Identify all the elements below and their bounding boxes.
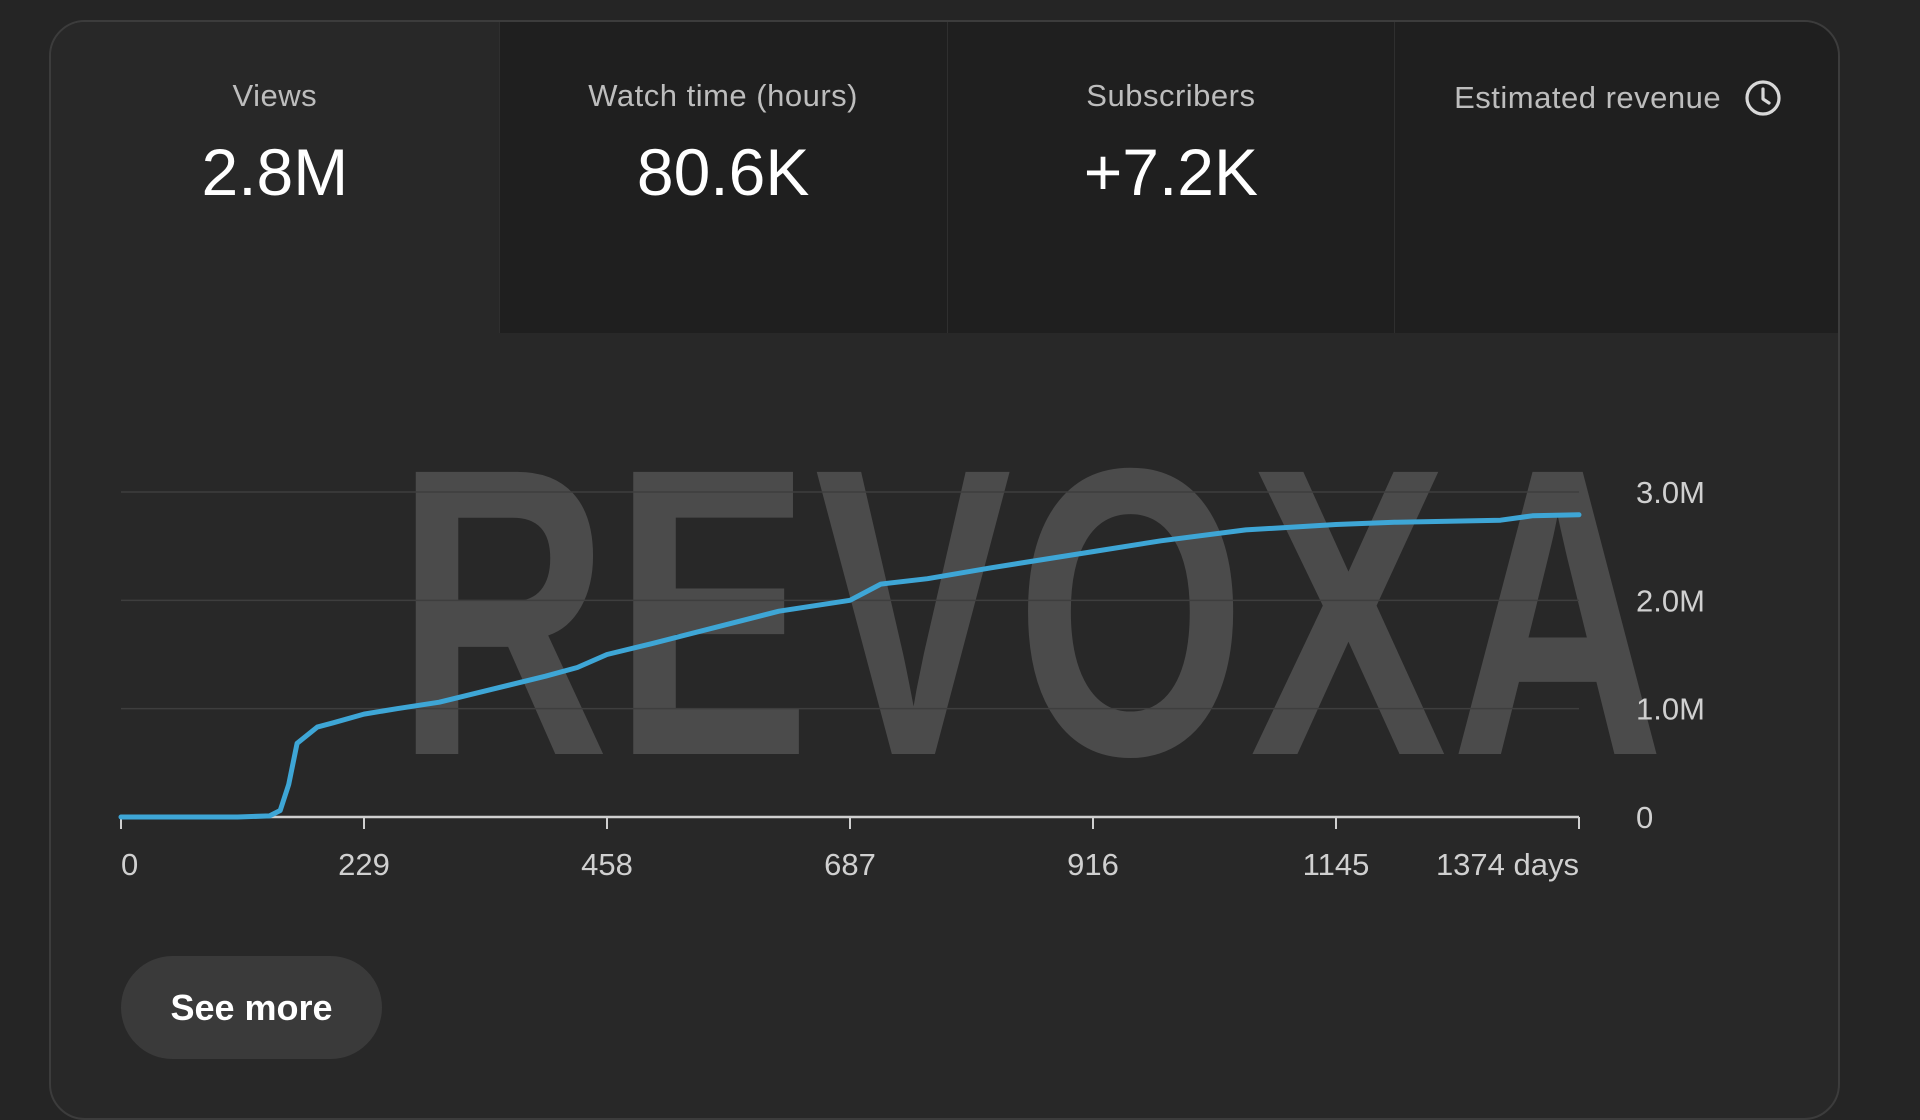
x-tick-label: 1145 xyxy=(1303,847,1370,882)
analytics-panel: Views 2.8M Watch time (hours) 80.6K Subs… xyxy=(49,20,1840,1120)
tab-views[interactable]: Views 2.8M xyxy=(51,22,499,333)
revenue-label: Estimated revenue xyxy=(1454,80,1722,115)
x-tick-label: 916 xyxy=(1067,847,1119,882)
see-more-button[interactable]: See more xyxy=(121,956,382,1059)
views-series-line xyxy=(118,512,1582,820)
revenue-label-row: Estimated revenue xyxy=(1395,78,1838,118)
tab-subscribers[interactable]: Subscribers +7.2K xyxy=(946,22,1395,333)
x-tick-label: 1374 days xyxy=(1436,847,1579,882)
x-tick-label: 687 xyxy=(824,847,876,882)
metric-tabs: Views 2.8M Watch time (hours) 80.6K Subs… xyxy=(51,22,1838,333)
watch-time-value: 80.6K xyxy=(636,135,810,209)
y-tick-label: 3.0M xyxy=(1636,475,1705,510)
views-label: Views xyxy=(232,78,318,113)
tab-watch-time[interactable]: Watch time (hours) 80.6K xyxy=(498,22,947,333)
y-tick-label: 2.0M xyxy=(1636,583,1705,618)
x-tick-label: 229 xyxy=(338,847,390,882)
views-line-chart: 0 1.0M 2.0M 3.0M 0 229 458 687 916 1145 1374 days xyxy=(118,475,1705,882)
y-tick-label: 0 xyxy=(1636,800,1653,835)
x-tick-label: 458 xyxy=(581,847,633,882)
clock-icon xyxy=(1743,78,1783,118)
watermark-logo: REVOXA xyxy=(396,383,1669,841)
y-tick-label: 1.0M xyxy=(1636,692,1705,727)
x-tick-label: 0 xyxy=(121,847,138,882)
tab-estimated-revenue[interactable]: Estimated revenue xyxy=(1394,22,1838,333)
subscribers-label: Subscribers xyxy=(1086,78,1256,113)
subscribers-value: +7.2K xyxy=(1083,135,1259,209)
watch-time-label: Watch time (hours) xyxy=(588,78,858,113)
views-value: 2.8M xyxy=(201,135,349,209)
